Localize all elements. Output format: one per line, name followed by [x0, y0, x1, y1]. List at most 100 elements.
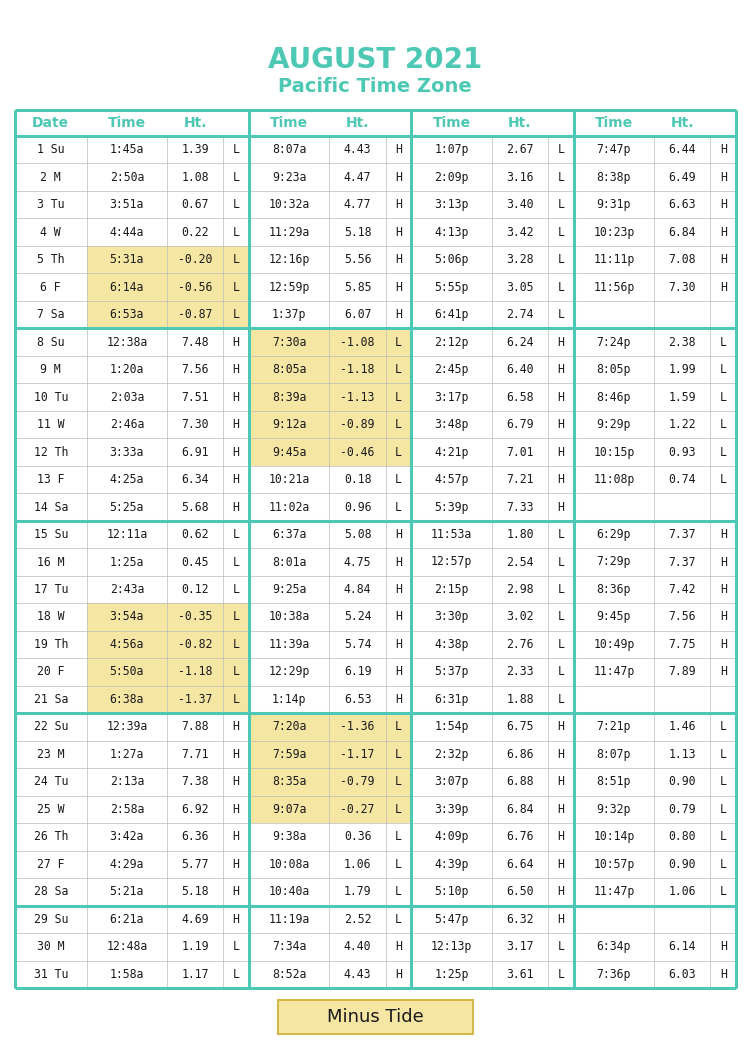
Text: 3.61: 3.61	[506, 968, 534, 981]
Text: 7.75: 7.75	[668, 638, 696, 651]
Text: 12:29p: 12:29p	[268, 666, 310, 678]
Text: 1.08: 1.08	[182, 171, 209, 184]
Text: -1.08: -1.08	[340, 336, 375, 349]
Text: 0.80: 0.80	[668, 831, 696, 843]
Text: 2.76: 2.76	[506, 638, 534, 651]
Text: 3:54a: 3:54a	[110, 610, 144, 624]
Text: -0.46: -0.46	[340, 445, 375, 459]
Text: 1.59: 1.59	[668, 391, 696, 403]
Text: 4.40: 4.40	[344, 940, 371, 953]
Text: 12:16p: 12:16p	[268, 253, 310, 267]
Text: 7.01: 7.01	[506, 445, 534, 459]
Text: 3.42: 3.42	[506, 226, 534, 238]
Text: H: H	[395, 666, 402, 678]
Text: 30 M: 30 M	[37, 940, 64, 953]
Text: L: L	[557, 693, 564, 706]
Text: 12:48a: 12:48a	[106, 940, 148, 953]
Text: 6:21a: 6:21a	[110, 912, 144, 926]
Bar	[249, 740, 411, 769]
Text: H: H	[395, 968, 402, 981]
Text: 3.02: 3.02	[506, 610, 534, 624]
Text: -1.18: -1.18	[178, 666, 212, 678]
Text: 6.32: 6.32	[506, 912, 534, 926]
Text: 0.12: 0.12	[182, 583, 209, 596]
Text: 5.77: 5.77	[182, 858, 209, 870]
Text: 4:44a: 4:44a	[110, 226, 144, 238]
Text: 0.93: 0.93	[668, 445, 696, 459]
Text: H: H	[395, 940, 402, 953]
Text: 21 Sa: 21 Sa	[34, 693, 68, 706]
Text: Time: Time	[270, 116, 308, 130]
Text: 8:05p: 8:05p	[597, 363, 631, 376]
Text: 4.69: 4.69	[182, 912, 209, 926]
Text: 7 Sa: 7 Sa	[37, 308, 64, 321]
Text: 3 Tu: 3 Tu	[37, 198, 64, 211]
Text: 1.17: 1.17	[182, 968, 209, 981]
Text: L: L	[557, 198, 564, 211]
Text: 10:21a: 10:21a	[268, 474, 310, 486]
Text: L: L	[395, 885, 402, 899]
Text: L: L	[395, 775, 402, 789]
Text: 3:42a: 3:42a	[110, 831, 144, 843]
Text: H: H	[557, 775, 564, 789]
Text: 1:37p: 1:37p	[272, 308, 307, 321]
Text: 2.38: 2.38	[668, 336, 696, 349]
Text: Time: Time	[108, 116, 146, 130]
Text: 6.44: 6.44	[668, 143, 696, 156]
Text: H: H	[557, 885, 564, 899]
Text: 2.74: 2.74	[506, 308, 534, 321]
Text: L: L	[557, 226, 564, 238]
Text: 23 M: 23 M	[37, 748, 64, 761]
Text: 5:47p: 5:47p	[434, 912, 469, 926]
Text: 7.30: 7.30	[668, 280, 696, 294]
Text: 16 M: 16 M	[37, 555, 64, 568]
Text: 3:48p: 3:48p	[434, 418, 469, 432]
Text: 6.40: 6.40	[506, 363, 534, 376]
Text: 1.19: 1.19	[182, 940, 209, 953]
Text: 31 Tu: 31 Tu	[34, 968, 68, 981]
Text: 4.77: 4.77	[344, 198, 371, 211]
Text: Pacific Time Zone: Pacific Time Zone	[278, 78, 472, 97]
Text: 12:11a: 12:11a	[106, 528, 148, 541]
Text: 6.19: 6.19	[344, 666, 371, 678]
Text: L: L	[232, 968, 239, 981]
Text: 6.53: 6.53	[344, 693, 371, 706]
Text: 11 W: 11 W	[37, 418, 64, 432]
Bar	[249, 438, 411, 466]
Text: 1:20a: 1:20a	[110, 363, 144, 376]
Text: 5:31a: 5:31a	[110, 253, 144, 267]
Text: H: H	[557, 748, 564, 761]
Text: L: L	[720, 885, 727, 899]
Text: 0.96: 0.96	[344, 501, 371, 513]
Text: 9:25a: 9:25a	[272, 583, 307, 596]
Text: 7:24p: 7:24p	[597, 336, 631, 349]
Text: 6:34p: 6:34p	[597, 940, 631, 953]
Text: 0.67: 0.67	[182, 198, 209, 211]
Text: 6.36: 6.36	[182, 831, 209, 843]
Text: 7.56: 7.56	[182, 363, 209, 376]
Text: H: H	[395, 610, 402, 624]
Text: Ht.: Ht.	[670, 116, 694, 130]
Text: 7.21: 7.21	[506, 474, 534, 486]
Text: H: H	[557, 363, 564, 376]
Text: H: H	[395, 583, 402, 596]
Text: 6.84: 6.84	[668, 226, 696, 238]
Text: 4.84: 4.84	[344, 583, 371, 596]
Text: L: L	[232, 171, 239, 184]
Text: L: L	[395, 391, 402, 403]
Text: -1.37: -1.37	[178, 693, 212, 706]
Text: 7.08: 7.08	[668, 253, 696, 267]
Text: 4:39p: 4:39p	[434, 858, 469, 870]
Text: 4:13p: 4:13p	[434, 226, 469, 238]
Text: 1:14p: 1:14p	[272, 693, 307, 706]
Text: 10:14p: 10:14p	[593, 831, 634, 843]
Text: 7.71: 7.71	[182, 748, 209, 761]
Text: H: H	[557, 418, 564, 432]
Text: L: L	[232, 280, 239, 294]
Text: 7:36p: 7:36p	[597, 968, 631, 981]
Bar	[86, 631, 249, 658]
Text: L: L	[557, 940, 564, 953]
Text: L: L	[232, 308, 239, 321]
Text: 7.33: 7.33	[506, 501, 534, 513]
Text: L: L	[720, 720, 727, 733]
